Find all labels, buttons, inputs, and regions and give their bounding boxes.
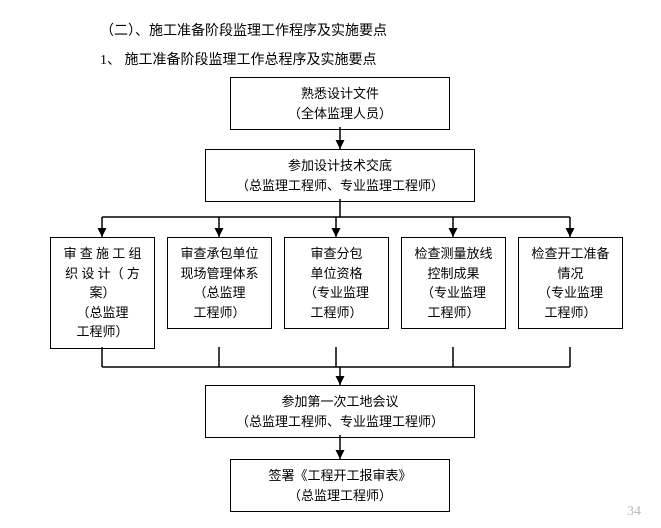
node-line: （总监理工程师、专业监理工程师） [210, 176, 470, 196]
section-heading-2: （二）、施工准备阶段监理工作程序及实施要点 [100, 19, 621, 44]
node-line: 案） [55, 283, 150, 303]
node-review-contractor-system: 审查承包单位 现场管理体系 （总监理 工程师） [167, 237, 272, 329]
flowchart: 熟悉设计文件 （全体监理人员） 参加设计技术交底 （总监理工程师、专业监理工程师… [50, 77, 630, 507]
node-line: 情况 [523, 264, 618, 284]
page-number: 34 [627, 504, 641, 520]
node-line: 审查分包 [289, 244, 384, 264]
node-line: 检查测量放线 [406, 244, 501, 264]
node-first-site-meeting: 参加第一次工地会议 （总监理工程师、专业监理工程师） [205, 385, 475, 438]
node-line: 参加第一次工地会议 [210, 392, 470, 412]
node-line: 单位资格 [289, 264, 384, 284]
node-line: 织 设 计（ 方 [55, 264, 150, 284]
node-familiarize-design: 熟悉设计文件 （全体监理人员） [230, 77, 450, 130]
node-review-subcontractor: 审查分包 单位资格 （专业监理 工程师） [284, 237, 389, 329]
node-line: （总监理工程师） [235, 486, 445, 506]
node-line: 熟悉设计文件 [235, 84, 445, 104]
section-heading-1a: 1、 施工准备阶段监理工作总程序及实施要点 [100, 48, 621, 73]
node-line: 审查承包单位 [172, 244, 267, 264]
node-line: （专业监理 [289, 283, 384, 303]
node-line: （总监理 [172, 283, 267, 303]
node-line: 工程师） [523, 303, 618, 323]
node-line: 签署《工程开工报审表》 [235, 466, 445, 486]
node-line: （总监理工程师、专业监理工程师） [210, 412, 470, 432]
node-line: 审 查 施 工 组 [55, 244, 150, 264]
node-line: （专业监理 [523, 283, 618, 303]
node-line: 工程师） [172, 303, 267, 323]
node-survey-results: 检查测量放线 控制成果 （专业监理 工程师） [401, 237, 506, 329]
node-sign-approval: 签署《工程开工报审表》 （总监理工程师） [230, 459, 450, 512]
node-line: 工程师） [289, 303, 384, 323]
node-review-construction-plan: 审 查 施 工 组 织 设 计（ 方 案） （总监理 工程师） [50, 237, 155, 349]
node-line: 参加设计技术交底 [210, 156, 470, 176]
node-design-disclosure: 参加设计技术交底 （总监理工程师、专业监理工程师） [205, 149, 475, 202]
node-line: 工程师） [406, 303, 501, 323]
node-line: （全体监理人员） [235, 104, 445, 124]
node-line: 检查开工准备 [523, 244, 618, 264]
node-start-preparation: 检查开工准备 情况 （专业监理 工程师） [518, 237, 623, 329]
node-line: （专业监理 [406, 283, 501, 303]
node-line: 工程师） [55, 322, 150, 342]
node-line: （总监理 [55, 303, 150, 323]
node-line: 现场管理体系 [172, 264, 267, 284]
node-line: 控制成果 [406, 264, 501, 284]
